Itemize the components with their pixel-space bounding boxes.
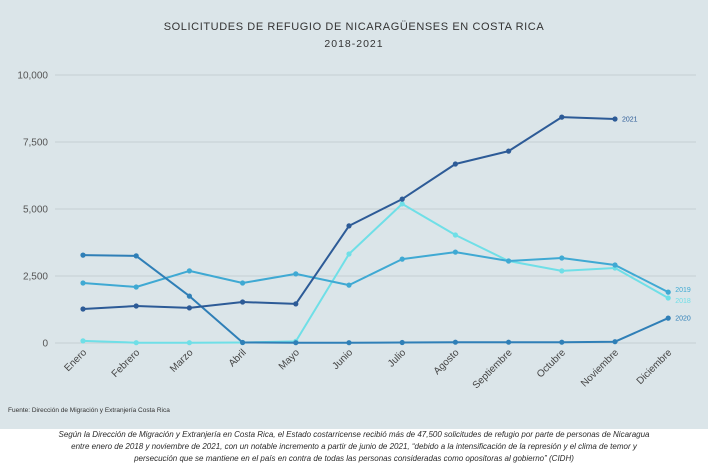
data-point-2018-octubre: [559, 268, 565, 274]
series-label-2020: 2020: [675, 316, 691, 323]
caption-line: Según la Dirección de Migración y Extran…: [58, 430, 650, 439]
data-point-2018-agosto: [452, 232, 458, 238]
series-end-labels: 2018 2019 2020 2021: [622, 117, 691, 323]
y-tick-label: 10,000: [17, 71, 48, 82]
data-point-2020-marzo: [186, 293, 192, 299]
caption-line: entre enero de 2018 y noviembre de 2021,…: [71, 442, 637, 451]
data-point-2020-enero: [80, 252, 86, 258]
data-point-2019-septiembre: [506, 258, 512, 264]
data-point-2019-febrero: [133, 284, 139, 290]
data-point-2020-noviembre: [612, 339, 618, 345]
data-point-2020-septiembre: [506, 339, 512, 345]
data-point-2020-agosto: [452, 339, 458, 345]
data-point-2021-noviembre: [612, 116, 618, 122]
data-point-2021-octubre: [559, 114, 565, 120]
data-point-2018-febrero: [133, 340, 139, 346]
data-point-2021-septiembre: [506, 148, 512, 154]
chart-title: SOLICITUDES DE REFUGIO DE NICARAGÜENSES …: [164, 21, 545, 33]
series-line-2019: [82, 251, 670, 294]
data-point-2020-mayo: [293, 340, 299, 346]
chart-background: [0, 0, 708, 429]
data-point-2019-mayo: [293, 271, 299, 277]
y-tick-label: 7,500: [23, 138, 48, 149]
series-lines: [80, 114, 671, 346]
data-point-2019-abril: [240, 280, 246, 286]
data-point-2018-enero: [80, 338, 86, 344]
data-point-2021-enero: [80, 306, 86, 312]
data-point-2019-noviembre: [612, 262, 618, 268]
data-point-2018-marzo: [186, 340, 192, 346]
data-point-2019-enero: [80, 280, 86, 286]
data-point-2019-marzo: [186, 268, 192, 274]
series-line-2018: [82, 202, 670, 344]
data-point-2020-julio: [399, 339, 405, 346]
data-point-2021-mayo: [293, 301, 299, 307]
series-label-2018: 2018: [675, 298, 691, 305]
caption-line: persecución que se mantiene en el país e…: [134, 454, 574, 463]
data-point-2021-julio: [399, 196, 405, 202]
line-chart: SOLICITUDES DE REFUGIO DE NICARAGÜENSES …: [0, 0, 708, 429]
data-point-2021-marzo: [186, 305, 192, 311]
data-point-2018-julio: [399, 201, 405, 207]
data-point-2020-abril: [240, 339, 246, 346]
series-label-2019: 2019: [675, 287, 691, 294]
data-point-2021-agosto: [452, 161, 458, 167]
data-point-2020-febrero: [133, 253, 139, 259]
source-note: Fuente: Dirección de Migración y Extranj…: [8, 407, 170, 414]
data-point-2018-junio: [346, 251, 352, 257]
data-point-2021-febrero: [133, 303, 139, 309]
y-tick-label: 2,500: [23, 272, 48, 283]
data-point-2019-junio: [346, 282, 352, 288]
data-point-2020-junio: [346, 340, 352, 346]
chart-subtitle: 2018-2021: [324, 38, 383, 50]
data-point-2018-diciembre: [665, 295, 671, 301]
data-point-2019-julio: [399, 256, 405, 262]
data-point-2019-octubre: [559, 255, 565, 261]
data-point-2019-agosto: [452, 249, 458, 255]
data-point-2020-diciembre: [665, 315, 671, 321]
data-point-2021-junio: [346, 223, 352, 229]
caption: Según la Dirección de Migración y Extran…: [0, 429, 708, 470]
y-tick-label: 0: [42, 339, 48, 350]
data-point-2019-diciembre: [665, 289, 671, 295]
series-line-2020: [82, 254, 670, 344]
data-point-2020-octubre: [559, 339, 565, 345]
series-label-2021: 2021: [622, 117, 638, 124]
data-point-2021-abril: [240, 299, 246, 305]
y-tick-label: 5,000: [23, 205, 48, 216]
